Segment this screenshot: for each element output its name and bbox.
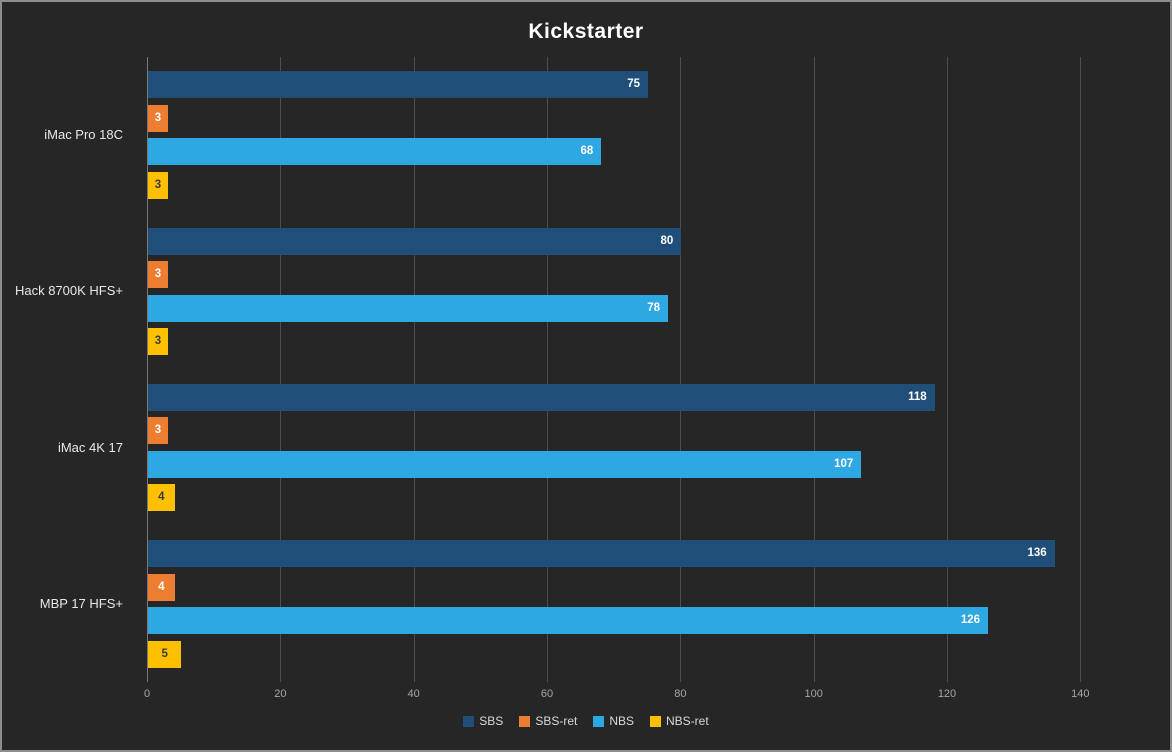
bar-sbs: 118 <box>148 383 935 411</box>
legend-swatch <box>519 715 531 727</box>
legend: SBS SBS-ret NBS NBS-ret <box>2 714 1170 728</box>
x-tick-label: 120 <box>937 688 957 700</box>
x-tick-label: 60 <box>540 688 554 700</box>
bar-value-label: 136 <box>1027 547 1047 560</box>
bar-value-label: 3 <box>154 178 162 191</box>
bar-nbs: 78 <box>148 294 668 322</box>
category-axis-line <box>147 57 148 682</box>
gridline <box>813 57 815 682</box>
bar-value-label: 3 <box>154 111 162 124</box>
bar-nbs-ret: 3 <box>148 328 168 356</box>
legend-label: SBS-ret <box>535 714 578 728</box>
legend-item-nbs: NBS <box>593 714 634 728</box>
bar-value-label: 4 <box>158 580 165 593</box>
x-tick-label: 140 <box>1071 688 1090 700</box>
gridline <box>947 57 948 682</box>
bar-nbs: 126 <box>148 607 988 635</box>
x-tick-label: 100 <box>804 688 823 700</box>
bar-sbs-ret: 4 <box>148 573 175 601</box>
category-label: iMac 4K 17 <box>57 439 123 455</box>
category-axis: iMac Pro 18C Hack 8700K HFS+ iMac 4K 17 MBP… <box>2 57 135 682</box>
bar-value-label: 3 <box>154 424 162 437</box>
gridline <box>280 57 282 682</box>
bar-value-label: 126 <box>960 614 980 627</box>
bar-sbs: 80 <box>148 227 682 255</box>
gridline <box>680 57 682 682</box>
bar-sbs-ret: 3 <box>148 261 168 289</box>
bar-nbs: 68 <box>148 138 602 166</box>
bar-nbs-ret: 5 <box>148 640 182 668</box>
legend-item-nbs-ret: NBS-ret <box>650 714 709 728</box>
bar-sbs-ret: 3 <box>148 417 168 445</box>
chart-title: Kickstarter <box>528 20 644 43</box>
plot-area: 75 3 68 3 80 3 78 3 118 3 107 4 136 4 126 5 <box>147 57 1147 682</box>
bar-value-label: 78 <box>647 301 660 314</box>
bar-sbs: 136 <box>148 540 1055 568</box>
bar-nbs-ret: 4 <box>148 484 175 512</box>
category-label: Hack 8700K HFS+ <box>14 283 123 299</box>
gridline <box>547 57 548 682</box>
bar-value-label: 118 <box>908 390 927 403</box>
bar-value-label: 75 <box>627 78 640 91</box>
x-tick-label: 20 <box>274 688 287 700</box>
legend-swatch <box>593 715 605 727</box>
legend-swatch <box>463 715 475 727</box>
gridline <box>413 57 415 682</box>
x-tick-label: 80 <box>674 688 687 700</box>
bar-value-label: 5 <box>161 647 168 660</box>
legend-item-sbs: SBS <box>463 714 503 728</box>
x-tick-label: 0 <box>143 688 151 700</box>
bar-nbs: 107 <box>148 450 862 478</box>
bar-sbs-ret: 3 <box>148 104 168 132</box>
bar-value-label: 68 <box>580 145 594 158</box>
bar-value-label: 3 <box>154 335 162 348</box>
legend-label: NBS <box>609 714 635 728</box>
bar-value-label: 4 <box>158 491 165 504</box>
category-label: MBP 17 HFS+ <box>39 595 123 611</box>
x-tick-label: 40 <box>407 688 420 700</box>
bar-value-label: 107 <box>834 457 854 470</box>
legend-label: NBS-ret <box>666 714 709 728</box>
category-label: iMac Pro 18C <box>44 127 123 142</box>
bar-value-label: 80 <box>660 234 674 247</box>
legend-item-sbs-ret: SBS-ret <box>519 714 577 728</box>
legend-swatch <box>650 715 662 727</box>
bar-sbs: 75 <box>148 71 648 99</box>
gridline <box>1080 57 1082 682</box>
bar-value-label: 3 <box>154 268 162 281</box>
bar-nbs-ret: 3 <box>148 171 168 199</box>
legend-label: SBS <box>479 714 504 728</box>
